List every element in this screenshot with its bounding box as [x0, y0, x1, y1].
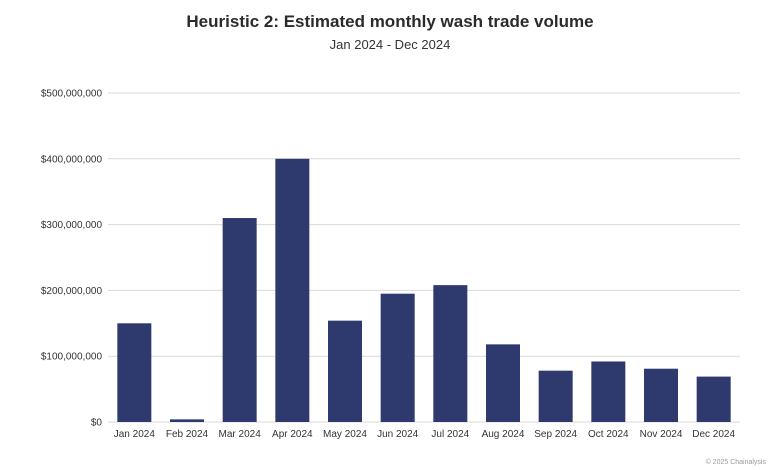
x-tick-label: May 2024	[323, 429, 367, 440]
bar	[591, 361, 626, 422]
x-tick-label: Dec 2024	[692, 429, 735, 440]
bars	[117, 158, 731, 423]
x-tick-label: Oct 2024	[588, 429, 629, 440]
y-tick-label: $500,000,000	[41, 89, 103, 100]
y-tick-label: $400,000,000	[41, 154, 103, 165]
bar	[538, 370, 573, 422]
bar	[117, 323, 152, 422]
bar	[486, 344, 520, 422]
x-tick-label: Aug 2024	[482, 429, 525, 440]
y-tick-label: $100,000,000	[41, 352, 103, 363]
x-tick-label: Sep 2024	[534, 429, 577, 440]
x-tick-label: Mar 2024	[219, 429, 262, 440]
x-tick-label: Jul 2024	[431, 429, 469, 440]
credit-footer: © 2025 Chainalysis	[705, 459, 766, 466]
bar	[644, 368, 678, 422]
bar	[222, 218, 257, 422]
gridlines	[108, 92, 740, 423]
chart-title: Heuristic 2: Estimated monthly wash trad…	[186, 12, 594, 31]
y-tick-label: $300,000,000	[41, 220, 103, 231]
y-tick-label: $200,000,000	[41, 286, 103, 297]
bar	[696, 376, 731, 422]
x-axis-ticks: Jan 2024 Feb 2024 Mar 2024 Apr 2024 May 2024…	[114, 429, 736, 440]
x-tick-label: Nov 2024	[640, 429, 683, 440]
chart-subtitle: Jan 2024 - Dec 2024	[329, 37, 451, 52]
x-tick-label: Jun 2024	[377, 429, 419, 440]
bar	[380, 293, 415, 422]
x-tick-label: Jan 2024	[114, 429, 156, 440]
bar	[170, 419, 204, 422]
y-tick-label: $0	[91, 418, 103, 429]
bar	[328, 320, 362, 422]
x-tick-label: Apr 2024	[272, 429, 313, 440]
x-tick-label: Feb 2024	[166, 429, 209, 440]
bar	[275, 158, 310, 423]
bar	[433, 285, 468, 422]
y-axis-ticks: $0 $100,000,000 $200,000,000 $300,000,000 $4…	[41, 89, 103, 429]
